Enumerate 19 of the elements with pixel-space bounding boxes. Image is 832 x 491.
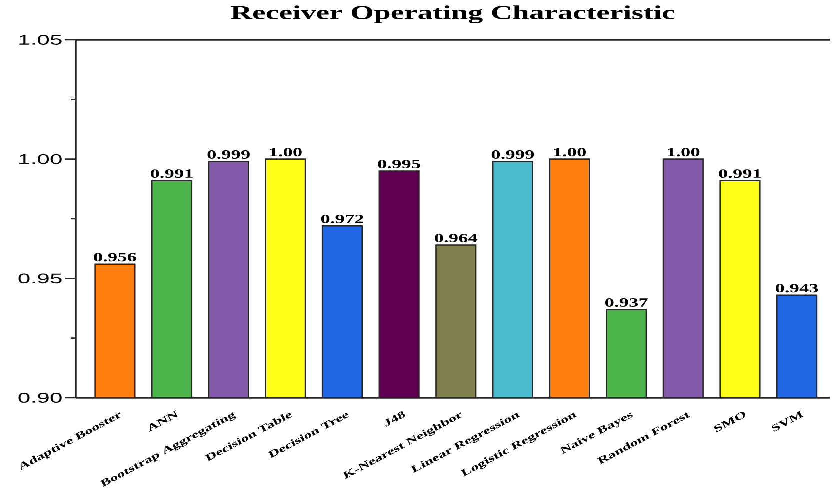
data-label: 0.991	[150, 170, 193, 178]
data-label: 0.995	[378, 160, 420, 169]
data-label: 0.937	[606, 298, 648, 308]
data-label: 1.00	[270, 148, 302, 157]
data-label: 0.999	[208, 150, 250, 160]
x-tick-label: J48	[384, 412, 406, 428]
data-label: 0.943	[776, 284, 818, 293]
data-label: 0.999	[492, 150, 534, 160]
y-tick-label: 0.95	[18, 274, 62, 284]
y-tick-label: 0.90	[18, 393, 62, 404]
chart-title: Receiver Operating Characteristic	[231, 6, 675, 24]
y-tick-label: 1.00	[20, 154, 62, 164]
data-label: 0.964	[435, 234, 478, 243]
data-label: 0.991	[719, 170, 762, 178]
data-label: 0.956	[94, 253, 136, 262]
data-label: 1.00	[668, 148, 700, 157]
data-label: 0.972	[321, 215, 364, 224]
y-tick-label: 1.05	[20, 35, 62, 46]
data-label: 1.00	[554, 148, 586, 157]
